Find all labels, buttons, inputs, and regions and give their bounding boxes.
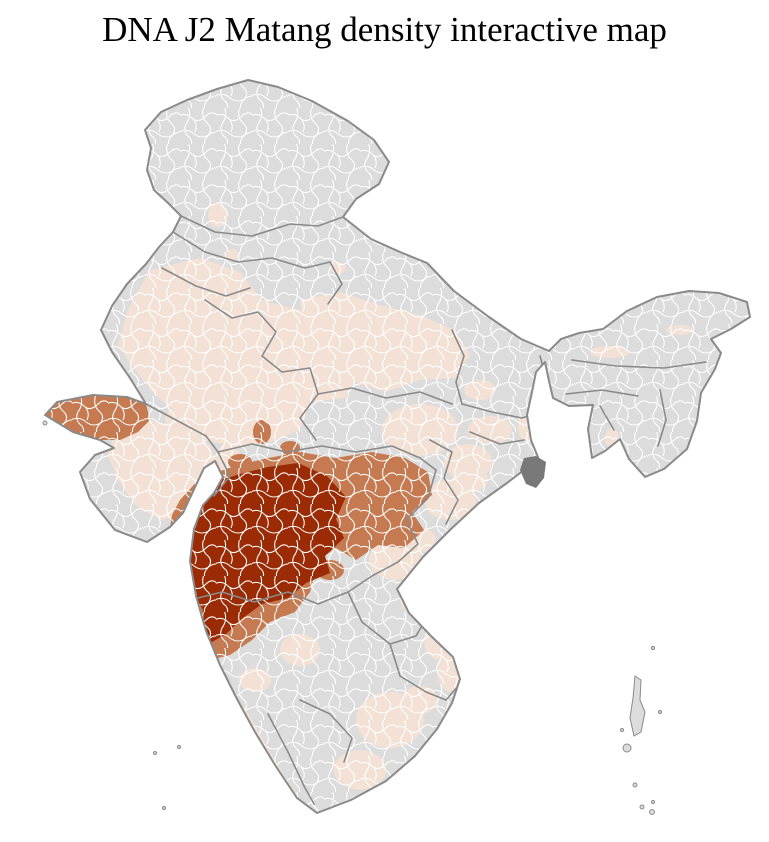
country-outline xyxy=(44,79,751,814)
state-borders xyxy=(145,215,707,805)
lakshadweep-islands[interactable] xyxy=(42,420,181,810)
andaman-nicobar-islands[interactable] xyxy=(620,646,662,815)
page-title: DNA J2 Matang density interactive map xyxy=(102,10,667,49)
district-mesh xyxy=(45,80,750,813)
sundarbans-delta xyxy=(520,456,546,488)
